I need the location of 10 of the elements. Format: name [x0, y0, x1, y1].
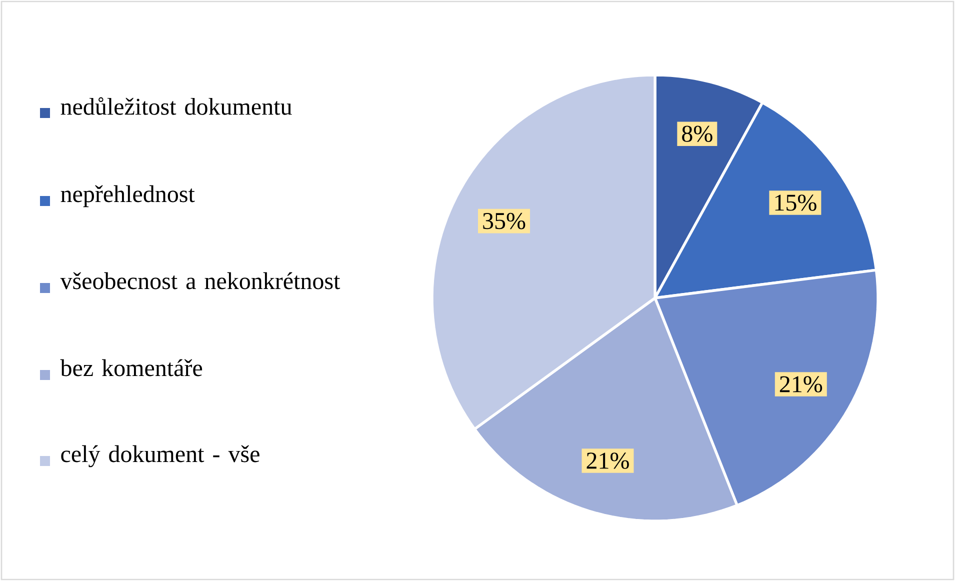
legend-label: všeobecnost a nekonkrétnost — [60, 272, 340, 290]
legend-label: nepřehlednost — [60, 185, 195, 208]
legend-label: bez komentáře — [60, 359, 202, 376]
legend-label: nedůležitost dokumentu — [60, 97, 292, 115]
data-label: 35% — [483, 212, 526, 230]
data-label: 8% — [682, 126, 712, 142]
data-label: 21% — [780, 376, 822, 392]
legend-label: celý dokument - vše — [61, 445, 260, 468]
data-label: 21% — [586, 452, 629, 469]
data-label: 15% — [775, 194, 816, 211]
